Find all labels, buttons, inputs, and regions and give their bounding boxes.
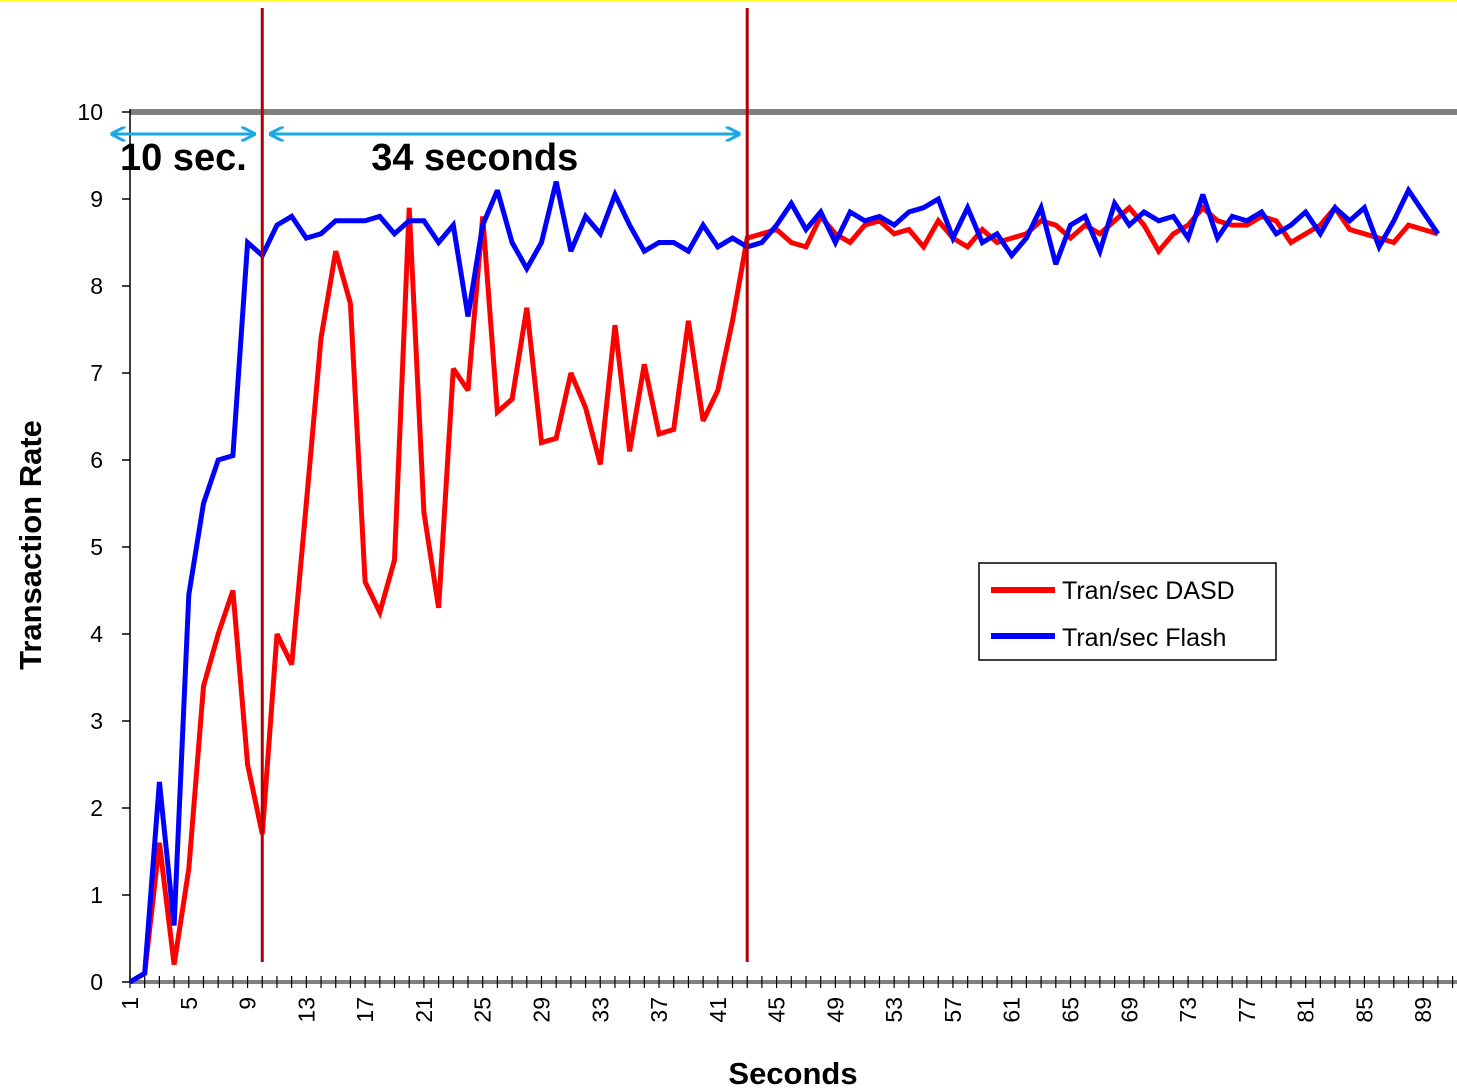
- x-tick-label: 17: [352, 997, 378, 1023]
- legend-box: [978, 562, 1277, 661]
- x-tick-label: 77: [1234, 997, 1260, 1023]
- x-tick-label: 69: [1116, 997, 1142, 1023]
- x-tick-label: 73: [1175, 997, 1201, 1023]
- y-axis-ticks: 0 1 2 3 4 5 6 7 8 9 10: [77, 99, 130, 995]
- y-tick-label: 6: [90, 447, 103, 473]
- x-tick-label: 85: [1351, 997, 1377, 1023]
- x-tick-label: 49: [822, 997, 848, 1023]
- x-tick-label: 81: [1293, 997, 1319, 1023]
- series-line-dasd: [128, 203, 1439, 985]
- y-tick-label: 2: [90, 795, 103, 821]
- y-tick-label: 5: [90, 534, 103, 560]
- x-axis-ticks: 1 5 9 13 17 21 25 29 33 37 41 45 49 53 57 61 65 69 73 77 81 8…: [117, 976, 1454, 1023]
- x-tick-label: 33: [587, 997, 613, 1023]
- y-tick-label: 9: [90, 186, 103, 212]
- series-layer: [128, 181, 1440, 985]
- legend-label-flash: Tran/sec Flash: [1062, 624, 1226, 652]
- x-tick-label: 13: [293, 997, 319, 1023]
- x-tick-label: 25: [470, 997, 496, 1023]
- x-tick-label: 65: [1058, 997, 1084, 1023]
- marker-layer: [260, 8, 749, 962]
- x-tick-label: 5: [176, 997, 202, 1010]
- y-tick-label: 3: [90, 708, 103, 734]
- x-axis-title: Seconds: [728, 1056, 857, 1091]
- x-tick-label: 57: [940, 997, 966, 1023]
- legend-label-dasd: Tran/sec DASD: [1062, 577, 1235, 605]
- y-tick-label: 10: [77, 99, 103, 125]
- x-tick-label: 1: [117, 997, 143, 1010]
- series-line-flash: [128, 181, 1440, 985]
- x-tick-label: 9: [235, 997, 261, 1010]
- span-label: 10 sec.: [120, 137, 247, 179]
- x-tick-label: 29: [528, 997, 554, 1023]
- plot-frame: [129, 109, 1457, 984]
- y-tick-label: 1: [90, 882, 103, 908]
- x-tick-label: 37: [646, 997, 672, 1023]
- x-tick-label: 89: [1410, 997, 1436, 1023]
- y-tick-label: 7: [90, 360, 103, 386]
- span-layer: 10 sec. 34 seconds: [112, 134, 739, 179]
- x-tick-label: 53: [881, 997, 907, 1023]
- x-tick-label: 41: [705, 997, 731, 1023]
- x-tick-label: 21: [411, 997, 437, 1023]
- x-tick-label: 45: [764, 997, 790, 1023]
- page-top-border: [0, 0, 1457, 2]
- y-axis-title: Transaction Rate: [13, 420, 48, 670]
- span-label: 34 seconds: [371, 137, 578, 179]
- y-tick-label: 0: [90, 969, 103, 995]
- y-tick-label: 8: [90, 273, 103, 299]
- x-tick-label: 61: [999, 997, 1025, 1023]
- legend: Tran/sec DASD Tran/sec Flash: [978, 562, 1277, 661]
- y-tick-label: 4: [90, 621, 103, 647]
